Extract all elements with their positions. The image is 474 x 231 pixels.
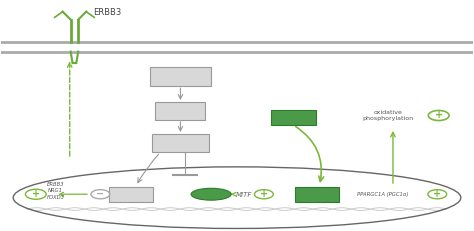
Text: MITF: MITF [122, 190, 140, 199]
Text: −: − [96, 189, 104, 199]
FancyBboxPatch shape [295, 187, 339, 201]
Text: PAX3: PAX3 [201, 191, 221, 197]
Text: +: + [435, 110, 443, 121]
Text: ERBB3
NRG1
FOXD3: ERBB3 NRG1 FOXD3 [46, 182, 64, 200]
Ellipse shape [191, 188, 231, 200]
FancyBboxPatch shape [271, 110, 317, 125]
Text: ERBB3: ERBB3 [93, 8, 121, 17]
Text: PPARGC1A (PGC1α): PPARGC1A (PGC1α) [357, 192, 409, 197]
Text: V600E: V600E [191, 72, 205, 76]
Text: +: + [32, 189, 40, 199]
FancyBboxPatch shape [150, 67, 211, 86]
Text: oxidative
phosphorylation: oxidative phosphorylation [362, 110, 413, 121]
FancyBboxPatch shape [152, 134, 209, 152]
FancyBboxPatch shape [155, 102, 205, 120]
Text: +: + [433, 189, 441, 199]
Text: MEK: MEK [172, 106, 190, 116]
Text: +: + [260, 189, 268, 199]
Text: BRAF: BRAF [164, 72, 186, 81]
FancyBboxPatch shape [109, 187, 153, 201]
Text: MITF: MITF [307, 190, 328, 199]
Text: ERK1/2: ERK1/2 [165, 138, 195, 147]
Text: MITF: MITF [236, 192, 252, 198]
Text: MITF: MITF [283, 113, 304, 122]
